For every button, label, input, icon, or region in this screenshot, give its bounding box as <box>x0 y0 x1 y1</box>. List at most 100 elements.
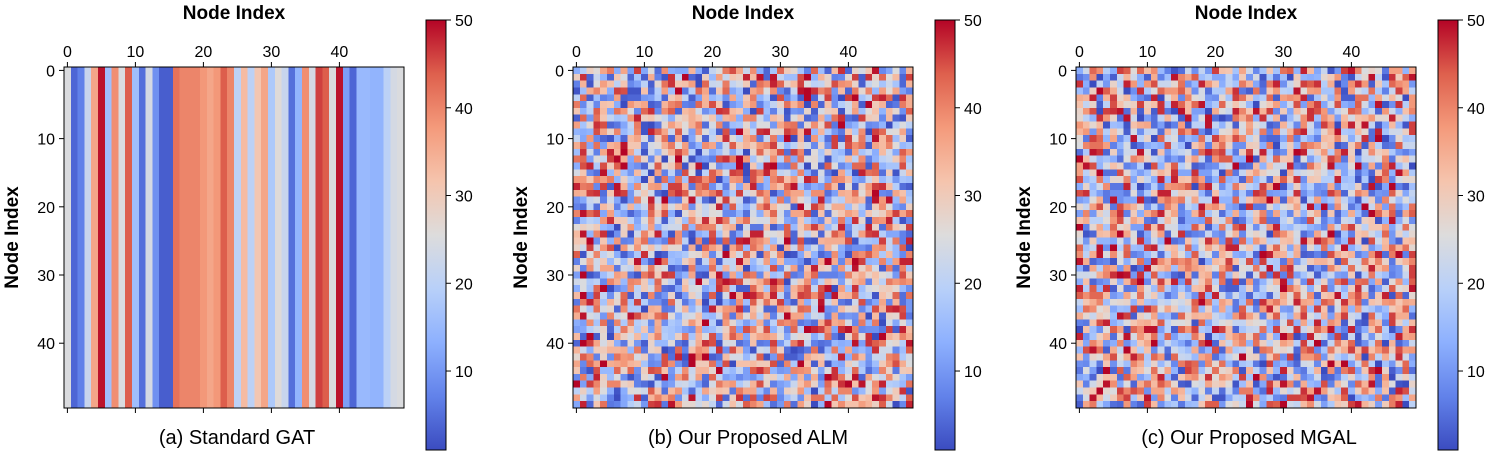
heatmap-cell <box>702 230 710 238</box>
heatmap-cell <box>641 73 649 82</box>
heatmap-cell <box>783 142 792 150</box>
heatmap-cell <box>811 237 819 245</box>
heatmap-cell <box>363 189 371 198</box>
heatmap-cell <box>879 155 887 163</box>
heatmap-cell <box>111 373 119 382</box>
heatmap-cell <box>661 169 669 177</box>
heatmap-cell <box>865 80 873 88</box>
heatmap-cell <box>600 251 608 259</box>
heatmap-cell <box>865 271 873 279</box>
heatmap-cell <box>695 326 703 334</box>
heatmap-cell <box>831 73 839 82</box>
heatmap-cell <box>668 285 676 293</box>
heatmap-cell <box>790 367 798 375</box>
heatmap-cell <box>376 353 385 361</box>
heatmap-cell <box>851 223 860 232</box>
heatmap-cell <box>736 332 744 341</box>
heatmap-cell <box>851 217 860 225</box>
heatmap-cell <box>797 176 805 184</box>
heatmap-cell <box>213 210 221 218</box>
heatmap-cell <box>104 394 113 402</box>
heatmap-cell <box>593 387 601 395</box>
heatmap-cell <box>586 142 594 150</box>
heatmap-cell <box>125 155 133 163</box>
heatmap-cell <box>627 278 635 286</box>
heatmap-cell <box>64 394 72 402</box>
heatmap-cell <box>70 162 79 170</box>
heatmap-cell <box>193 189 201 198</box>
heatmap-cell <box>376 367 385 375</box>
heatmap-cell <box>268 210 276 218</box>
heatmap-cell <box>777 135 785 143</box>
heatmap-cell <box>838 237 846 245</box>
heatmap-cell <box>885 121 894 129</box>
heatmap-cell <box>70 305 79 314</box>
heatmap-cell <box>586 244 594 252</box>
heatmap-cell <box>308 217 317 225</box>
heatmap-cell <box>84 189 92 198</box>
heatmap-cell <box>573 373 581 382</box>
heatmap-cell <box>159 182 167 191</box>
heatmap-cell <box>84 128 92 136</box>
heatmap-cell <box>647 319 656 327</box>
heatmap-cell <box>383 244 391 252</box>
heatmap-cell <box>715 271 724 279</box>
heatmap-cell <box>138 264 147 273</box>
heatmap-cell <box>315 264 323 273</box>
heatmap-cell <box>138 217 147 225</box>
heatmap-cell <box>152 319 160 327</box>
heatmap-cell <box>681 169 690 177</box>
heatmap-cell <box>858 155 866 163</box>
heatmap-cell <box>125 217 133 225</box>
heatmap-cell <box>715 367 724 375</box>
heatmap-cell <box>729 237 737 245</box>
heatmap-cell <box>838 210 846 218</box>
heatmap-cell <box>118 189 126 198</box>
heatmap-cell <box>132 196 140 204</box>
heatmap-cell <box>98 169 106 177</box>
heatmap-cell <box>206 353 215 361</box>
heatmap-cell <box>851 264 860 273</box>
heatmap-cell <box>383 73 391 82</box>
heatmap-cell <box>376 394 385 402</box>
heatmap-cell <box>274 217 283 225</box>
heatmap-cell <box>709 182 717 191</box>
heatmap-cell <box>756 182 764 191</box>
heatmap-cell <box>845 319 853 327</box>
heatmap-cell <box>329 332 337 341</box>
heatmap-cell <box>302 380 310 389</box>
heatmap-cell <box>125 114 133 123</box>
heatmap-cell <box>620 394 628 402</box>
heatmap-cell <box>647 101 656 109</box>
heatmap-cell <box>152 305 160 314</box>
heatmap-cell <box>879 326 887 334</box>
heatmap-cell <box>906 67 914 75</box>
heatmap-cell <box>159 128 167 136</box>
heatmap-cell <box>756 87 764 95</box>
heatmap-cell <box>84 80 92 88</box>
heatmap-cell <box>579 114 588 123</box>
heatmap-cell <box>634 87 642 95</box>
heatmap-cell <box>620 128 628 136</box>
heatmap-cell <box>193 196 201 204</box>
heatmap-cell <box>729 189 737 198</box>
heatmap-cell <box>254 367 262 375</box>
heatmap-cell <box>193 305 201 314</box>
heatmap-cell <box>383 87 391 95</box>
heatmap-cell <box>274 353 283 361</box>
heatmap-cell <box>872 155 880 163</box>
heatmap-cell <box>322 305 330 314</box>
heatmap-cell <box>274 94 283 102</box>
heatmap-cell <box>879 305 887 314</box>
heatmap-cell <box>634 380 642 389</box>
heatmap-cell <box>77 237 85 245</box>
heatmap-cell <box>654 176 662 184</box>
heatmap-cell <box>118 367 126 375</box>
heatmap-cell <box>227 67 235 75</box>
heatmap-cell <box>98 319 106 327</box>
heatmap-cell <box>790 244 798 252</box>
heatmap-cell <box>254 264 262 273</box>
heatmap-cell <box>247 285 255 293</box>
heatmap-cell <box>749 114 758 123</box>
heatmap-cell <box>159 237 167 245</box>
